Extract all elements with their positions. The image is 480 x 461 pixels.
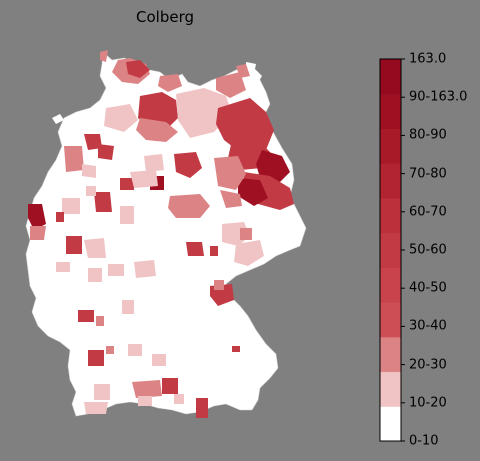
region-paderborn: [120, 206, 134, 224]
region-bremen-area: [84, 134, 102, 150]
region-bayreuth: [214, 280, 224, 290]
map-title: Colberg: [136, 8, 194, 26]
colorbar-tick-label: 10-20: [409, 395, 447, 411]
colorbar-tick-label: 50-60: [409, 242, 447, 258]
region-harz: [186, 242, 204, 256]
region-brandenburg-north: [216, 98, 274, 154]
region-bremen: [104, 104, 138, 132]
region-karlsruhe: [88, 350, 104, 366]
colorbar-bin: [380, 302, 401, 338]
colorbar-tick-label: 30-40: [409, 318, 447, 334]
region-minden: [120, 178, 134, 190]
colorbar-bin: [380, 163, 401, 199]
colorbar-bin: [380, 93, 401, 129]
region-augsburg: [162, 378, 178, 394]
region-fulda: [134, 260, 156, 278]
region-oldenburg: [64, 146, 84, 172]
region-rosenheim: [196, 398, 208, 418]
region-muenster: [130, 170, 158, 188]
region-stuttgart: [94, 384, 110, 400]
region-bonn: [84, 238, 106, 258]
region-heilbronn: [106, 346, 114, 354]
usedom-island: [236, 64, 250, 78]
germany-map: [25, 50, 307, 418]
region-mainz: [122, 300, 134, 314]
region-lippe: [86, 186, 96, 196]
colorbar-bin: [380, 59, 401, 95]
colorbar-tick-label: 80-90: [409, 127, 447, 143]
colorbar-tick-label: 70-80: [409, 166, 447, 182]
region-saarland: [78, 310, 94, 322]
region-lower-north: [136, 118, 178, 142]
colorbar-bin: [380, 371, 401, 407]
region-saxony-anhalt: [220, 190, 242, 208]
region-dresden: [234, 240, 264, 266]
region-regensburg: [232, 346, 240, 352]
colorbar-ticks: [401, 58, 405, 442]
colorbar-tick-label: 90-163.0: [409, 89, 468, 105]
colorbar-bin: [380, 197, 401, 234]
region-goettingen: [168, 194, 210, 218]
region-kiel: [126, 60, 150, 78]
region-ems: [98, 144, 114, 160]
region-celle: [144, 154, 164, 172]
region-rhine-north: [62, 198, 80, 214]
region-kempten: [174, 394, 184, 404]
region-pfalz: [96, 316, 104, 326]
colorbar-tick-label: 163.0: [409, 51, 447, 67]
colorbar-tick-label: 20-30: [409, 357, 447, 373]
ruegen-island: [246, 62, 256, 74]
colorbar-bins: [380, 59, 401, 442]
region-zwickau: [240, 228, 252, 240]
region-vorpommern: [216, 72, 246, 98]
colorbar-tick-label: 0-10: [409, 433, 439, 449]
district-regions: [28, 58, 294, 418]
colorbar-bin: [380, 128, 401, 164]
region-kleve: [30, 226, 46, 240]
region-essen: [56, 212, 64, 222]
colorbar-bin: [380, 336, 401, 373]
region-siegen: [56, 262, 70, 272]
region-luebeck: [158, 74, 182, 92]
frisian-islands: [100, 50, 108, 62]
region-osnabrueck: [82, 164, 96, 178]
region-freiburg: [84, 402, 108, 414]
region-ulm: [132, 380, 162, 398]
region-nuernberg: [152, 354, 166, 366]
region-hannover: [174, 152, 202, 178]
region-munich-east: [138, 396, 152, 406]
colorbar-bin: [380, 406, 401, 442]
colorbar-tick-label: 60-70: [409, 204, 447, 220]
region-nordhausen: [210, 246, 218, 256]
north-sea-island: [52, 114, 64, 124]
region-duisburg: [28, 204, 46, 230]
region-dessau: [238, 178, 268, 206]
colorbar-bin: [380, 232, 401, 268]
colorbar-tick-label: 40-50: [409, 280, 447, 296]
region-cologne: [66, 236, 82, 254]
region-bielefeld: [94, 192, 112, 212]
region-marburg: [108, 264, 124, 276]
region-magdeburg: [214, 156, 246, 190]
colorbar-bin: [380, 267, 401, 303]
region-wuerzburg: [128, 344, 142, 356]
region-koblenz: [88, 268, 102, 282]
